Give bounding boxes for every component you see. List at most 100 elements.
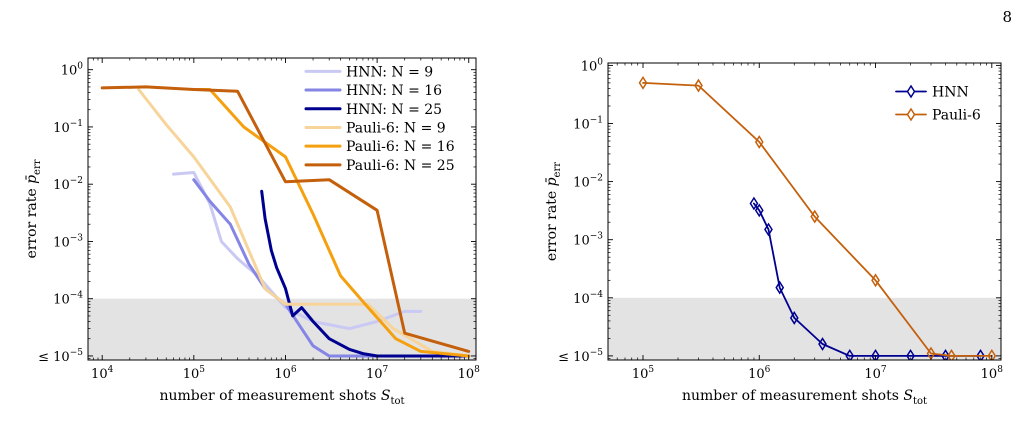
series-point-hnn <box>871 349 880 360</box>
x-tick-label-exp: 7 <box>383 365 389 375</box>
y-tick-label-base: 10 <box>573 234 590 249</box>
series-point-hnn <box>749 196 759 211</box>
y-tick-label-exp: −1 <box>70 119 83 129</box>
legend-label-hnn-n-9: HNN: N = 9 <box>346 64 433 80</box>
y-tick-label: 10−1 <box>53 119 83 136</box>
x-tick-label: 106 <box>748 365 771 382</box>
legend-label-hnn-n-25: HNN: N = 25 <box>346 102 442 118</box>
series-point-pauli-6 <box>754 135 764 149</box>
y-tick-label: ≤ 10−5 <box>558 348 603 365</box>
y-tick-label-base: 10 <box>53 121 70 136</box>
x-tick-label: 107 <box>366 365 389 382</box>
x-tick-label-exp: 6 <box>765 365 771 375</box>
y-tick-label: 100 <box>581 57 604 74</box>
y-axis-label-symbol: p̄ <box>24 174 40 183</box>
legend-label-hnn: HNN <box>932 85 969 101</box>
series-point-pauli-6 <box>694 78 703 93</box>
x-tick-label: 105 <box>632 365 655 382</box>
series-point-pauli-6 <box>987 349 997 360</box>
x-tick-label-exp: 7 <box>881 365 887 375</box>
y-tick-label: 10−2 <box>573 174 603 191</box>
x-tick-label-base: 10 <box>458 367 475 382</box>
x-tick-label: 107 <box>864 365 887 382</box>
series-point-hnn <box>764 222 773 237</box>
x-tick-label: 104 <box>91 365 114 382</box>
y-tick-label-exp: 0 <box>597 57 603 67</box>
series-point-hnn <box>818 337 827 351</box>
y-axis-label-subscript: err <box>32 159 43 175</box>
y-tick-label-exp: −4 <box>70 291 84 301</box>
y-tick-label-base: 10 <box>61 64 78 79</box>
y-tick-label: 10−4 <box>573 290 603 307</box>
series-line-pauli-6-n-16 <box>192 88 471 358</box>
x-axis-label-text: number of measurement shots <box>159 388 380 404</box>
legend-marker-pauli-6 <box>906 107 916 122</box>
y-tick-label-base: 10 <box>573 292 590 307</box>
y-axis-label-text: error rate <box>24 184 40 259</box>
x-tick-label-exp: 6 <box>291 365 297 375</box>
y-axis-label-text: error rate <box>544 186 560 261</box>
y-axis-label: error rate p̄err <box>24 159 43 258</box>
y-axis-label: error rate p̄err <box>544 162 563 261</box>
y-axis-label-symbol: p̄ <box>544 177 560 186</box>
y-tick-label: 10−3 <box>53 233 83 250</box>
legend-label-hnn-n-16: HNN: N = 16 <box>346 83 442 99</box>
series-point-hnn <box>906 349 915 360</box>
y-tick-label: 10−2 <box>53 176 83 193</box>
x-tick-label-base: 10 <box>366 367 383 382</box>
x-tick-label-exp: 4 <box>108 365 114 375</box>
series-point-hnn <box>845 349 855 360</box>
x-axis-label-symbol: S <box>903 388 913 404</box>
x-axis-label-symbol: S <box>381 388 391 404</box>
x-axis-label: number of measurement shots Stot <box>159 388 404 407</box>
plot-series-group <box>638 75 997 360</box>
shaded-threshold-region <box>608 297 1001 360</box>
plot-frame <box>607 62 1002 361</box>
y-tick-label-base: 10 <box>581 59 598 74</box>
plot-frame <box>87 57 477 361</box>
x-axis-label-subscript: tot <box>390 396 404 407</box>
legend-label-pauli-6-n-9: Pauli-6: N = 9 <box>346 120 446 136</box>
y-tick-label-base: 10 <box>53 235 70 250</box>
x-tick-label-exp: 8 <box>474 365 480 375</box>
y-tick-label: 10−1 <box>573 116 603 133</box>
series-point-hnn <box>775 280 785 295</box>
plot-series-group <box>100 85 471 358</box>
y-tick-label-exp: −5 <box>590 348 604 358</box>
series-point-pauli-6 <box>638 75 648 90</box>
y-tick-label-exp: 0 <box>77 62 83 72</box>
y-tick-label-exp: −2 <box>590 174 603 184</box>
legend-label-pauli-6-n-16: Pauli-6: N = 16 <box>346 139 455 155</box>
y-tick-label: ≤ 10−5 <box>38 348 83 365</box>
y-tick-label: 100 <box>61 62 84 79</box>
y-tick-label: 10−3 <box>573 232 603 249</box>
y-tick-label-exp: −4 <box>590 290 604 300</box>
shaded-threshold-region <box>88 298 476 360</box>
series-point-pauli-6 <box>947 349 956 360</box>
x-tick-label-base: 10 <box>91 367 108 382</box>
x-tick-label: 108 <box>981 365 1004 382</box>
series-point-hnn <box>789 311 799 325</box>
series-point-pauli-6 <box>810 209 820 224</box>
series-line-pauli-6-n-9 <box>137 88 471 358</box>
page-number: 8 <box>1002 8 1012 26</box>
y-tick-label-base: ≤ 10 <box>558 350 590 365</box>
legend-marker-hnn <box>906 84 916 99</box>
legend-label-pauli-6: Pauli-6 <box>932 108 981 124</box>
x-tick-label-exp: 8 <box>997 365 1003 375</box>
y-tick-label-base: 10 <box>573 176 590 191</box>
y-tick-label-exp: −3 <box>70 233 84 243</box>
y-tick-label-base: 10 <box>53 178 70 193</box>
series-point-hnn <box>976 349 985 360</box>
x-tick-label-exp: 5 <box>648 365 654 375</box>
series-point-hnn <box>754 203 764 218</box>
y-tick-label-base: 10 <box>573 118 590 133</box>
x-axis-label: number of measurement shots Stot <box>682 388 927 407</box>
y-tick-label-exp: −3 <box>590 232 604 242</box>
x-tick-label-base: 10 <box>632 367 649 382</box>
y-tick-label-exp: −5 <box>70 348 84 358</box>
y-tick-label-exp: −1 <box>590 116 603 126</box>
